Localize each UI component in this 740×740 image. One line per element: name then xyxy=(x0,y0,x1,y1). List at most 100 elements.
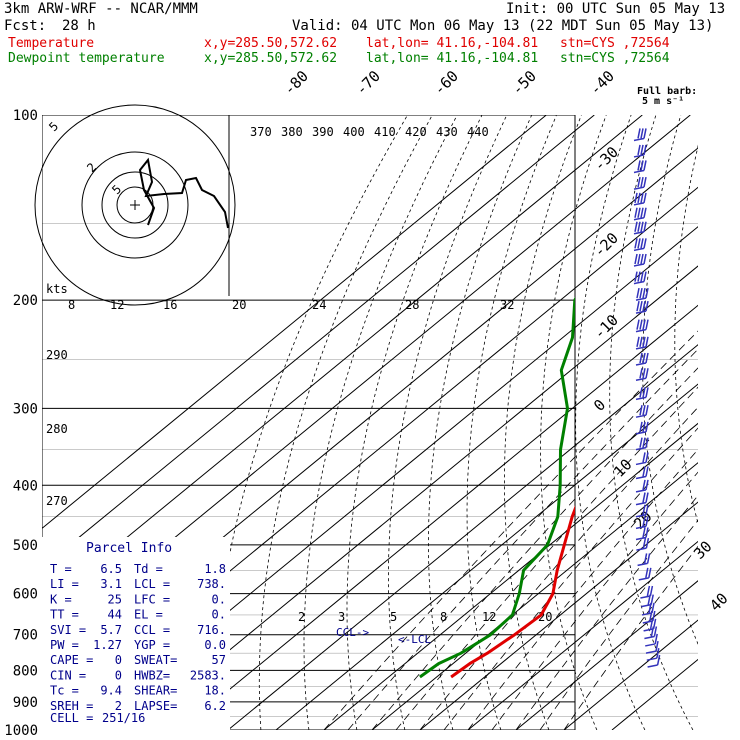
parcel-value-b-9: 6.2 xyxy=(204,699,226,713)
dew-xy: x,y=285.50,572.62 xyxy=(204,51,338,66)
barb-shaft-110 xyxy=(633,137,645,142)
barb-flag-490-0 xyxy=(645,527,649,538)
barb-flag-200-0 xyxy=(645,287,649,299)
barb-flag-176-3 xyxy=(634,253,638,265)
isotherm-40 xyxy=(563,619,698,730)
barb-flag-330-1 xyxy=(642,421,646,433)
parcel-value-a-6: 0 xyxy=(115,653,122,667)
parcel-label-b-8: SHEAR= xyxy=(134,684,177,698)
barb-shaft-124 xyxy=(633,169,645,174)
barb-flag-166-3 xyxy=(634,238,638,249)
barb-shaft-790 xyxy=(647,664,658,668)
parcel-label-a-1: LI = xyxy=(50,577,79,591)
barb-flag-730-0 xyxy=(654,633,658,645)
forecast-hour: 28 h xyxy=(62,18,96,34)
barb-shaft-750 xyxy=(645,650,657,654)
parcel-value-b-4: 716. xyxy=(197,623,226,637)
barb-shaft-330 xyxy=(635,431,647,435)
parcel-value-a-4: 5.7 xyxy=(100,623,122,637)
mixing-ratio-labels: 2 3 5 8 12 20 xyxy=(298,610,552,624)
parcel-title: Parcel Info xyxy=(86,541,172,556)
barb-shaft-410 xyxy=(635,489,647,493)
temp-latlon: lat,lon= 41.16,-104.81 xyxy=(366,36,539,51)
barb-flag-430-1 xyxy=(642,492,646,503)
wind-speed-label-7: 32 xyxy=(500,298,514,312)
barb-flag-290-1 xyxy=(642,387,646,398)
dry-adiabat-350 xyxy=(642,115,698,646)
barb-flag-124-1 xyxy=(640,160,644,171)
dry-adiabat-370 xyxy=(706,115,740,730)
barb-flag-148-3 xyxy=(634,207,638,218)
barb-shaft-350 xyxy=(635,446,647,451)
barb-flag-188-0 xyxy=(643,271,647,282)
barb-flag-156-3 xyxy=(634,221,638,232)
barb-shaft-188 xyxy=(633,280,645,285)
barb-flag-140-3 xyxy=(634,192,638,204)
barb-flag-210-0 xyxy=(645,301,649,312)
barb-flag-200-1 xyxy=(642,287,646,299)
barb-flag-140-1 xyxy=(640,192,644,204)
dry-adiabat-310 xyxy=(503,115,582,730)
pressure-label-100: 100 xyxy=(13,108,38,124)
barb-flag-390-1 xyxy=(642,466,646,477)
pressure-label-700: 700 xyxy=(13,628,38,644)
isotherm-label--80: -80 xyxy=(280,67,312,99)
hodo-ring-15 xyxy=(81,151,189,259)
moist-adiabat-0 xyxy=(371,367,698,730)
barb-shaft-510 xyxy=(636,547,647,551)
barb-flag-690-0 xyxy=(652,618,657,630)
dew-latlon: lat,lon= 41.16,-104.81 xyxy=(366,51,539,66)
full-barb-label: Full barb: xyxy=(637,86,697,97)
model-title: 3km ARW-WRF -- NCAR/MMM xyxy=(4,1,198,17)
barb-flag-210-1 xyxy=(642,301,646,312)
parcel-value-b-5: 0.0 xyxy=(204,638,226,652)
isotherm-label-0: 0 xyxy=(590,396,609,415)
isotherm--40 xyxy=(179,304,698,730)
parcel-label-b-1: LCL = xyxy=(134,577,170,591)
barb-shaft-770 xyxy=(646,657,657,661)
isotherm-label-40: 40 xyxy=(706,589,732,615)
parcel-label-b-3: EL = xyxy=(134,608,163,622)
barb-flag-148-1 xyxy=(640,207,644,218)
barb-flag-117-1 xyxy=(640,144,644,156)
barb-flag-188-1 xyxy=(640,271,644,282)
moist-adiabat--5 xyxy=(347,348,698,730)
barb-flag-310-2 xyxy=(639,405,643,416)
dry-adiabat-360 xyxy=(674,144,698,525)
temperature-line xyxy=(450,505,575,679)
barb-flag-210-2 xyxy=(639,301,643,312)
isotherm-label--40: -40 xyxy=(586,67,618,99)
legend-dewpoint: Dewpoint temperature xyxy=(8,51,165,66)
barb-flag-390-0 xyxy=(645,466,649,477)
barb-flag-166-0 xyxy=(643,238,647,249)
barb-flag-176-1 xyxy=(640,253,644,265)
isotherm-label--70: -70 xyxy=(352,67,384,99)
mixing-ratio-label-2: 2 xyxy=(298,610,305,624)
mixing-ratio-label-3: 3 xyxy=(338,610,345,624)
parcel-label-b-7: HWBZ= xyxy=(134,668,170,682)
barb-flag-790-0 xyxy=(656,654,661,666)
barb-flag-330-0 xyxy=(645,421,649,433)
barb-flag-132-0 xyxy=(643,177,647,188)
barb-shaft-156 xyxy=(633,231,645,235)
isotherm-10 xyxy=(419,501,698,730)
barb-flag-290-0 xyxy=(645,387,649,398)
barb-flag-350-1 xyxy=(642,437,646,448)
theta-label-400: 400 xyxy=(343,125,365,139)
parcel-value-a-1: 3.1 xyxy=(100,577,122,591)
barb-flag-350-0 xyxy=(645,437,649,448)
parcel-value-b-2: 0. xyxy=(212,592,226,606)
wind-speed-label-4: 20 xyxy=(232,298,246,312)
dry-adiabat-290 xyxy=(427,115,533,730)
barb-shaft-470 xyxy=(635,525,647,530)
moist-adiabat-40 xyxy=(563,545,698,730)
dry-adiabat-250 xyxy=(258,115,433,730)
barb-flag-430-0 xyxy=(645,492,649,503)
theta-label-410: 410 xyxy=(374,125,396,139)
theta-left-labels: 290 280 270 xyxy=(46,348,68,508)
barb-shaft-730 xyxy=(645,643,656,647)
pressure-label-900: 900 xyxy=(13,695,38,711)
barb-flag-225-0 xyxy=(645,319,649,330)
parcel-value-a-5: 1.27 xyxy=(93,638,122,652)
